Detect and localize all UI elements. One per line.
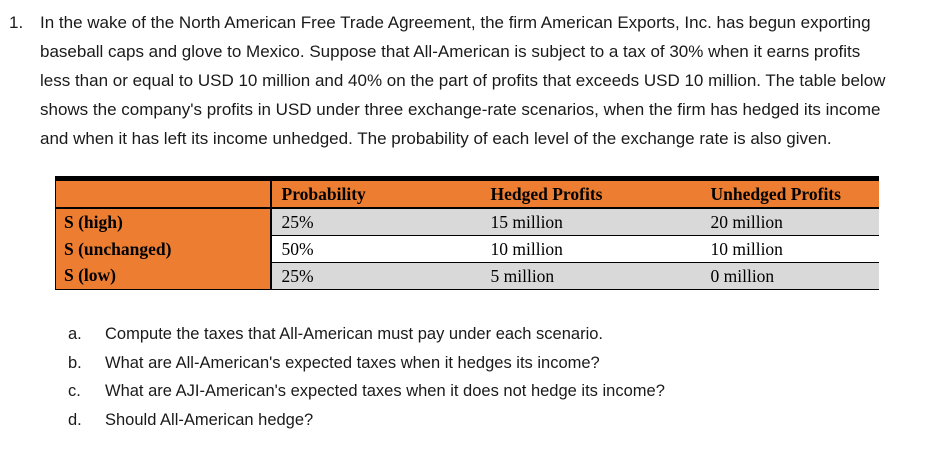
header-empty-cell	[55, 176, 272, 209]
profits-table: Probability Hedged Profits Unhedged Prof…	[55, 176, 879, 290]
subquestion-text: Compute the taxes that All-American must…	[105, 325, 604, 343]
cell-unhedged: 10 million	[700, 235, 879, 263]
row-label-s-high: S (high)	[55, 208, 272, 236]
cell-hedged: 15 million	[480, 208, 701, 236]
subquestions-list: a. Compute the taxes that All-American m…	[68, 320, 925, 434]
table-header-row: Probability Hedged Profits Unhedged Prof…	[55, 176, 879, 209]
subquestion-text: What are All-American's expected taxes w…	[105, 353, 600, 372]
subquestion-letter: b.	[68, 353, 82, 372]
cell-unhedged: 20 million	[700, 208, 879, 236]
cell-hedged: 10 million	[480, 235, 701, 263]
cell-probability: 50%	[270, 235, 481, 263]
question-block: 1. In the wake of the North American Fre…	[0, 0, 925, 153]
subquestion-letter: a.	[68, 325, 82, 343]
question-number: 1.	[9, 13, 24, 32]
subquestion-text: What are AJI-American's expected taxes w…	[105, 382, 665, 400]
header-probability: Probability	[270, 176, 481, 209]
row-label-s-unchanged: S (unchanged)	[55, 235, 272, 263]
cell-probability: 25%	[270, 262, 481, 290]
cell-unhedged: 0 million	[700, 262, 879, 290]
table-row: S (low) 25% 5 million 0 million	[55, 262, 879, 290]
header-hedged-profits: Hedged Profits	[480, 176, 701, 209]
table-row: S (unchanged) 50% 10 million 10 million	[55, 235, 879, 263]
cell-hedged: 5 million	[480, 262, 701, 290]
subquestion-a: a. Compute the taxes that All-American m…	[68, 320, 925, 349]
subquestion-letter: c.	[68, 382, 81, 400]
subquestion-b: b. What are All-American's expected taxe…	[68, 349, 925, 378]
table-row: S (high) 25% 15 million 20 million	[55, 208, 879, 236]
row-label-s-low: S (low)	[55, 262, 272, 290]
subquestion-c: c. What are AJI-American's expected taxe…	[68, 377, 925, 406]
question-text: In the wake of the North American Free T…	[40, 13, 886, 148]
header-unhedged-profits: Unhedged Profits	[700, 176, 879, 209]
subquestion-letter: d.	[68, 410, 82, 429]
subquestion-d: d. Should All-American hedge?	[68, 406, 925, 435]
subquestion-text: Should All-American hedge?	[105, 410, 314, 429]
cell-probability: 25%	[270, 208, 481, 236]
